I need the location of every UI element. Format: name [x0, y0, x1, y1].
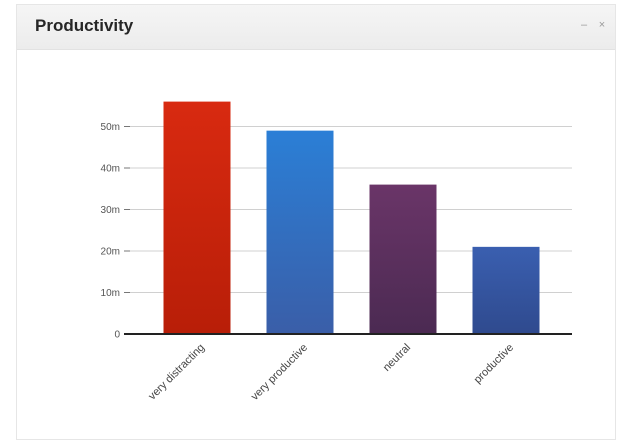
- y-tick-label: 40m: [101, 164, 120, 175]
- y-tick-label: 0: [114, 330, 120, 341]
- widget-titlebar: Productivity – ×: [17, 5, 615, 50]
- widget-title: Productivity: [35, 16, 134, 35]
- x-tick-label: very productive: [249, 342, 310, 403]
- bar-very-distracting: [163, 101, 231, 334]
- y-tick-label: 30m: [101, 205, 120, 216]
- bar-neutral: [369, 184, 437, 334]
- minimize-icon[interactable]: –: [580, 19, 588, 31]
- y-tick-label: 10m: [101, 288, 120, 299]
- productivity-widget: Productivity – ×: [16, 4, 616, 440]
- x-tick-label: very distracting: [146, 342, 207, 403]
- y-tick-label: 20m: [101, 247, 120, 258]
- y-tick-label: 50m: [101, 122, 120, 133]
- close-icon[interactable]: ×: [598, 19, 606, 31]
- x-tick-label: neutral: [381, 342, 413, 374]
- x-tick-label: productive: [472, 342, 516, 386]
- bar-productive: [472, 246, 540, 334]
- bar-very-productive: [266, 130, 334, 334]
